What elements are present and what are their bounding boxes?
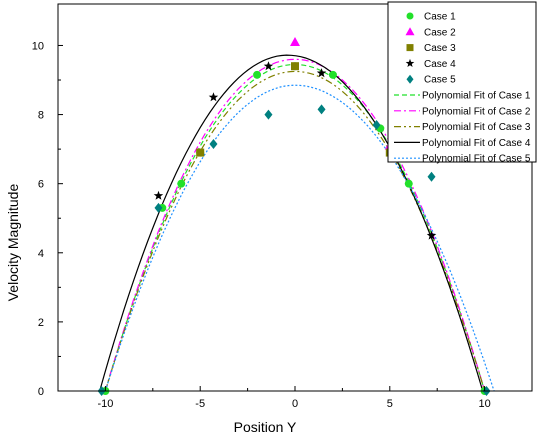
plot-area xyxy=(97,37,495,396)
y-tick-label: 10 xyxy=(32,40,44,52)
fit-line xyxy=(99,54,484,392)
data-point xyxy=(290,37,300,47)
data-point xyxy=(264,109,273,120)
data-point xyxy=(291,62,299,71)
data-point xyxy=(404,179,413,188)
x-tick-label: -5 xyxy=(195,398,205,410)
legend-entry-label: Polynomial Fit of Case 5 xyxy=(422,154,531,165)
legend-marker xyxy=(405,58,415,67)
data-point xyxy=(372,119,381,130)
data-point xyxy=(208,92,219,102)
legend-entry-label: Polynomial Fit of Case 4 xyxy=(422,138,531,149)
legend-entry-label: Case 4 xyxy=(424,59,456,70)
y-tick-label: 2 xyxy=(38,317,44,329)
fit-line xyxy=(104,58,486,392)
legend: Case 1 Case 2 Case 3 Case 4 Case 5 Polynomial… xyxy=(387,1,537,165)
data-point xyxy=(328,70,337,79)
x-tick-label: -10 xyxy=(97,398,113,410)
y-tick-label: 6 xyxy=(38,179,44,191)
legend-marker xyxy=(406,12,414,20)
y-tick-label: 0 xyxy=(38,386,44,398)
legend-entry-label: Case 5 xyxy=(424,75,456,86)
legend-marker xyxy=(406,44,414,52)
axes: -10 -5 0 5 10 0 2 4 6 8 10 xyxy=(32,3,533,410)
legend-box xyxy=(387,1,537,163)
data-point xyxy=(316,68,327,78)
x-tick-label: 10 xyxy=(478,398,490,410)
x-tick-label: 5 xyxy=(387,398,393,410)
legend-marker xyxy=(406,74,414,84)
legend-entry-label: Case 3 xyxy=(424,43,456,54)
legend-entry-label: Case 2 xyxy=(424,27,456,38)
legend-entry-label: Case 1 xyxy=(424,12,456,23)
data-point xyxy=(263,61,274,71)
legend-entry-label: Polynomial Fit of Case 2 xyxy=(422,106,531,117)
data-point xyxy=(196,148,205,157)
data-point xyxy=(253,70,262,79)
data-point xyxy=(317,104,326,115)
legend-marker xyxy=(405,27,415,36)
data-point xyxy=(153,190,164,200)
data-point xyxy=(426,230,437,240)
y-tick-label: 8 xyxy=(38,110,44,122)
y-tick-label: 4 xyxy=(38,248,44,260)
data-point xyxy=(209,138,218,149)
data-point xyxy=(177,179,186,188)
y-axis-label: Velocity Magnitude xyxy=(5,184,21,302)
x-tick-label: 0 xyxy=(292,398,298,410)
data-point xyxy=(154,202,163,213)
fit-line xyxy=(104,84,495,392)
data-point xyxy=(427,171,436,182)
legend-entry-label: Polynomial Fit of Case 1 xyxy=(422,91,531,102)
legend-entry-label: Polynomial Fit of Case 3 xyxy=(422,122,531,133)
x-axis-label: Position Y xyxy=(234,419,297,435)
